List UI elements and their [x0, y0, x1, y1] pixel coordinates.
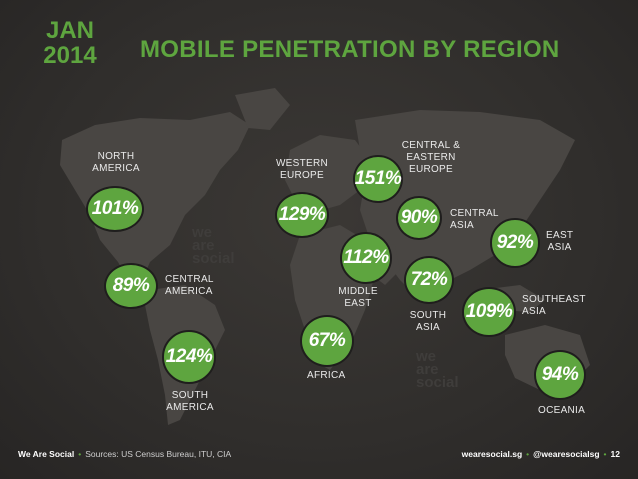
- region-label-south-america: SOUTH AMERICA: [166, 390, 214, 413]
- footer-right: wearesocial.sg • @wearesocialsg • 12: [462, 449, 620, 459]
- region-value-south-america: 124%: [162, 330, 216, 384]
- region-value-central-asia: 90%: [396, 196, 442, 240]
- region-label-central-america: CENTRAL AMERICA: [165, 274, 214, 297]
- footer-separator: •: [78, 449, 82, 459]
- region-label-south-asia: SOUTH ASIA: [409, 310, 447, 333]
- region-value-north-america: 101%: [86, 186, 144, 232]
- region-label-central-asia: CENTRAL ASIA: [450, 208, 499, 231]
- region-value-south-asia: 72%: [404, 256, 454, 304]
- footer-left: We Are Social • Sources: US Census Bureau,…: [18, 449, 231, 459]
- date-year: 2014: [43, 42, 97, 69]
- region-label-western-europe: WESTERN EUROPE: [275, 158, 329, 181]
- region-label-oceania: OCEANIA: [538, 405, 586, 416]
- region-value-oceania: 94%: [534, 350, 586, 400]
- region-value-southeast-asia: 109%: [462, 287, 516, 337]
- region-value-central-america: 89%: [104, 263, 158, 309]
- asia-shape: [355, 110, 575, 300]
- watermark-logo: we are social: [192, 224, 235, 267]
- region-label-southeast-asia: SOUTHEAST ASIA: [522, 294, 586, 317]
- greenland-shape: [235, 88, 290, 130]
- region-value-middle-east: 112%: [340, 232, 392, 284]
- date-badge: JAN 2014: [24, 18, 116, 80]
- page-number: 12: [610, 449, 620, 459]
- region-value-western-europe: 129%: [275, 192, 329, 238]
- footer-handle[interactable]: @wearesocialsg: [533, 449, 600, 459]
- footer-brand: We Are Social: [18, 449, 75, 459]
- region-label-africa: AFRICA: [307, 370, 346, 381]
- page-title: MOBILE PENETRATION BY REGION: [140, 36, 560, 63]
- watermark-logo: we are social: [416, 348, 459, 391]
- north-america-shape: [60, 112, 250, 285]
- date-month: JAN: [45, 17, 94, 44]
- region-value-africa: 67%: [300, 315, 354, 367]
- region-label-central-eastern-europe: CENTRAL & EASTERN EUROPE: [401, 140, 461, 175]
- region-value-east-asia: 92%: [490, 218, 540, 268]
- region-label-middle-east: MIDDLE EAST: [338, 286, 378, 309]
- footer-separator: •: [526, 449, 530, 459]
- footer-separator: •: [603, 449, 607, 459]
- region-label-north-america: NORTH AMERICA: [92, 151, 140, 174]
- region-value-central-eastern-europe: 151%: [353, 155, 403, 203]
- footer-website[interactable]: wearesocial.sg: [461, 449, 523, 459]
- footer-sources: Sources: US Census Bureau, ITU, CIA: [85, 449, 232, 459]
- region-label-east-asia: EAST ASIA: [546, 230, 574, 253]
